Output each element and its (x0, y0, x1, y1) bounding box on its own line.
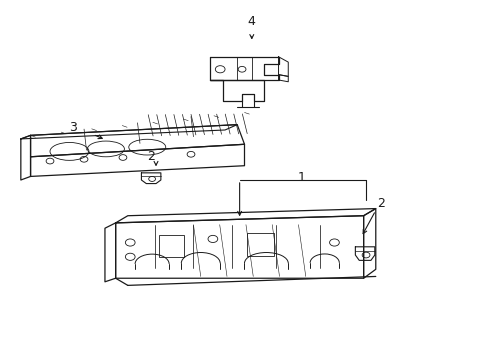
Bar (246, 233, 273, 256)
Text: 3: 3 (69, 121, 77, 134)
Text: 2: 2 (147, 150, 155, 163)
Text: 1: 1 (297, 171, 305, 184)
Text: 4: 4 (247, 14, 255, 27)
Text: 2: 2 (376, 197, 384, 210)
Bar (159, 235, 183, 257)
